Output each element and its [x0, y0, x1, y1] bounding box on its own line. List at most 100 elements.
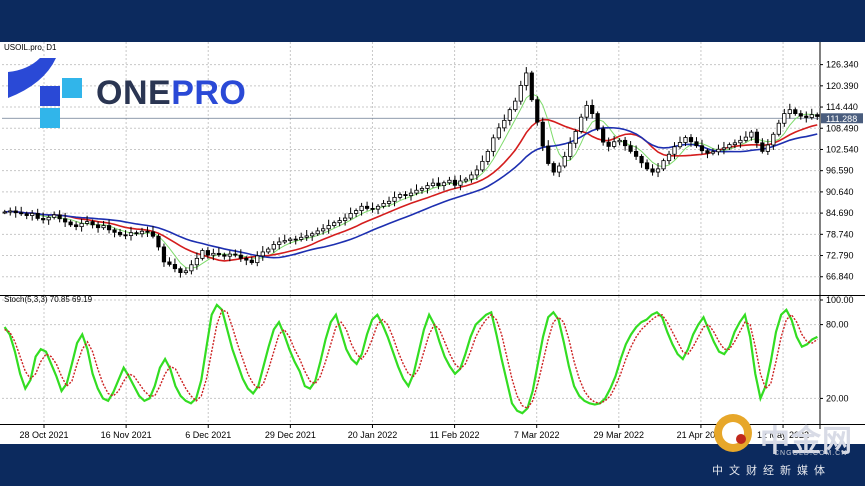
candle-body	[606, 141, 611, 147]
candle-body	[30, 213, 35, 216]
candle-body	[644, 162, 650, 170]
candle-body	[156, 235, 161, 248]
candle-body	[447, 179, 452, 184]
candle-body	[441, 182, 447, 187]
candle-body	[683, 137, 688, 143]
candle-body	[293, 238, 298, 241]
candle-body	[452, 179, 458, 186]
candle-body	[595, 113, 600, 130]
date-tick-label: 29 Dec 2021	[265, 430, 316, 440]
symbol-label: USOIL.pro, D1	[4, 43, 57, 52]
candle-body	[815, 114, 820, 117]
candle-body	[381, 203, 386, 207]
watermark-url: CNGOLD.COM.CN	[774, 450, 848, 457]
candle-body	[74, 224, 79, 228]
candle-body	[463, 178, 469, 182]
price-tick-label: 78.740	[826, 229, 854, 239]
candle-body	[397, 194, 403, 198]
cngold-watermark: 中金网 CNGOLD.COM.CN 中文财经新媒体	[700, 412, 865, 486]
candle-body	[771, 133, 776, 146]
candle-body	[655, 168, 661, 173]
candle-body	[694, 141, 699, 147]
candle-body	[299, 236, 304, 240]
price-tick-label: 66.840	[826, 272, 854, 282]
candle-body	[721, 147, 727, 150]
candle-body	[189, 264, 194, 272]
candle-body	[798, 113, 803, 117]
candle-body	[266, 248, 271, 253]
candle-body	[101, 225, 106, 229]
candle-body	[167, 261, 172, 265]
candle-body	[375, 205, 381, 210]
candle-body	[216, 252, 221, 256]
candle-body	[699, 145, 705, 152]
candle-body	[79, 223, 84, 228]
candle-body	[112, 229, 117, 233]
candle-body	[282, 240, 287, 243]
price-tick-label: 120.390	[826, 81, 859, 91]
candle-body	[809, 114, 814, 118]
candle-body	[19, 212, 24, 215]
candle-body	[666, 153, 672, 162]
candle-body	[546, 145, 551, 164]
price-tick-label: 126.340	[826, 60, 859, 70]
candle-body	[485, 150, 490, 162]
date-tick-label: 21 Apr 2022	[677, 430, 726, 440]
watermark-subtitle: 中文财经新媒体	[712, 464, 831, 477]
candle-body	[57, 214, 62, 220]
candle-body	[568, 142, 573, 157]
candle-body	[727, 144, 732, 149]
current-price-box	[821, 113, 863, 124]
candle-body	[35, 213, 40, 219]
candle-body	[90, 221, 95, 226]
candle-body	[227, 253, 232, 257]
date-tick-label: 6 Dec 2021	[185, 430, 231, 440]
candle-body	[233, 253, 238, 256]
candle-body	[41, 218, 46, 221]
candle-body	[732, 142, 738, 146]
candle-body	[178, 268, 183, 274]
candle-body	[754, 131, 759, 144]
candle-body	[419, 188, 425, 191]
date-tick-label: 28 Oct 2021	[19, 430, 68, 440]
candle-body	[787, 109, 792, 114]
candle-body	[277, 241, 282, 245]
price-tick-label: 96.590	[826, 166, 854, 176]
candle-body	[496, 127, 501, 139]
candle-body	[408, 192, 414, 197]
candle-body	[469, 174, 474, 180]
price-tick-label: 114.440	[826, 102, 858, 112]
candle-body	[315, 230, 320, 235]
candle-body	[139, 230, 145, 235]
candle-body	[557, 165, 562, 173]
candle-body	[68, 221, 73, 226]
candle-body	[513, 100, 518, 111]
candle-body	[123, 234, 128, 237]
candle-body	[502, 119, 507, 129]
candle-body	[760, 142, 765, 152]
candle-body	[205, 250, 210, 256]
candle-body	[480, 160, 485, 171]
candle-body	[288, 238, 293, 241]
candle-body	[348, 213, 353, 219]
candle-body	[414, 189, 419, 194]
candle-body	[584, 105, 589, 118]
price-pane: 126.340 120.390 114.440 108.490 102.540 96.59…	[0, 42, 865, 296]
candle-body	[804, 115, 809, 118]
candle-body	[364, 205, 370, 209]
candle-body	[106, 225, 112, 231]
candle-body	[590, 105, 595, 115]
candle-body	[8, 210, 13, 213]
candle-body	[688, 137, 694, 143]
candle-body	[705, 150, 710, 154]
price-tick-label: 102.540	[826, 144, 859, 154]
candle-body	[743, 136, 748, 141]
candle-body	[524, 72, 529, 86]
candle-body	[716, 148, 721, 153]
candle-body	[128, 232, 134, 236]
price-tick-label: 72.790	[826, 251, 854, 261]
chart-panel: 126.340 120.390 114.440 108.490 102.540 96.59…	[0, 42, 865, 444]
candle-body	[776, 122, 781, 135]
candle-body	[321, 228, 326, 232]
logo-one: ONE	[96, 74, 172, 112]
